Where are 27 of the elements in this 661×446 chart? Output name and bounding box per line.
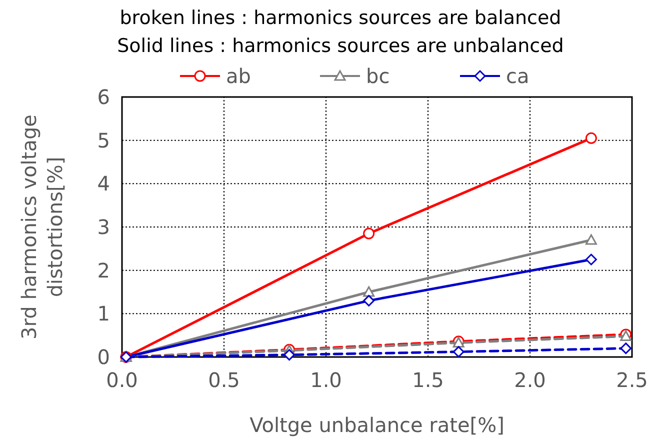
x-axis-title: Voltge unbalance rate[%] [250, 413, 504, 437]
y-tick-label: 0 [97, 345, 110, 369]
point [363, 294, 375, 306]
legend-label: ab [226, 64, 251, 88]
point [585, 254, 597, 266]
y-tick-label: 6 [97, 85, 110, 109]
point [620, 342, 632, 354]
point [363, 228, 375, 240]
y-axis-title: 3rd harmonics voltage distortions[%] [17, 114, 67, 340]
x-tick-label: 0.0 [106, 368, 138, 392]
y-tick-label: 1 [97, 302, 110, 326]
point [284, 349, 296, 361]
chart-title: broken lines : harmonics sources are balanced [120, 7, 562, 29]
point [585, 132, 597, 144]
x-tick-label: 2.5 [616, 368, 648, 392]
point [452, 346, 464, 358]
y-tick-label: 3 [97, 215, 110, 239]
legend-label: bc [366, 64, 390, 88]
legend-label: ca [506, 64, 530, 88]
y-tick-label: 2 [97, 258, 110, 282]
y-tick-label: 4 [97, 172, 110, 196]
x-tick-label: 2.0 [514, 368, 546, 392]
x-tick-label: 0.5 [208, 368, 240, 392]
x-tick-label: 1.5 [412, 368, 444, 392]
y-tick-label: 5 [97, 128, 110, 152]
chart-subtitle: Solid lines : harmonics sources are unbalanced [117, 35, 564, 57]
x-tick-label: 1.0 [310, 368, 342, 392]
